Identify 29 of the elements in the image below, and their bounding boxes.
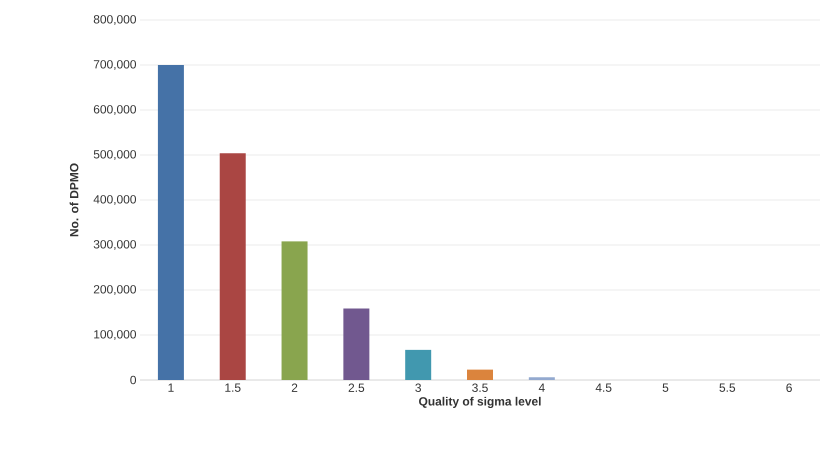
bar (528, 377, 555, 380)
x-tick-label: 1 (168, 384, 174, 392)
bar (220, 153, 246, 380)
x-tick-label: 1.5 (225, 384, 241, 392)
x-tick-label: 5 (662, 384, 668, 392)
y-tick-label: 200,000 (94, 285, 136, 295)
y-tick-label: 600,000 (94, 105, 136, 115)
y-tick-label: 800,000 (94, 15, 136, 25)
x-tick-label: 3 (415, 384, 421, 392)
y-tick-label: 700,000 (94, 60, 136, 70)
y-tick-label: 300,000 (94, 240, 136, 250)
bar (467, 370, 494, 380)
bar (158, 65, 184, 380)
x-axis-title: Quality of sigma level (419, 396, 541, 408)
x-tick-label: 3.5 (472, 384, 488, 392)
y-tick-label: 400,000 (94, 195, 136, 205)
bar (405, 350, 432, 380)
x-tick-label: 4 (538, 384, 545, 392)
y-tick-label: 0 (130, 376, 136, 384)
bar (282, 241, 308, 380)
x-tick-label: 4.5 (596, 384, 612, 392)
x-tick-label: 2.5 (348, 384, 364, 392)
x-tick-label: 6 (786, 384, 792, 392)
y-tick-label: 100,000 (94, 330, 136, 340)
x-tick-label: 2 (292, 384, 298, 392)
bar (343, 308, 370, 380)
y-axis-title: No. of DPMO (70, 163, 78, 236)
y-tick-label: 500,000 (94, 150, 136, 160)
x-tick-label: 5.5 (719, 384, 736, 392)
